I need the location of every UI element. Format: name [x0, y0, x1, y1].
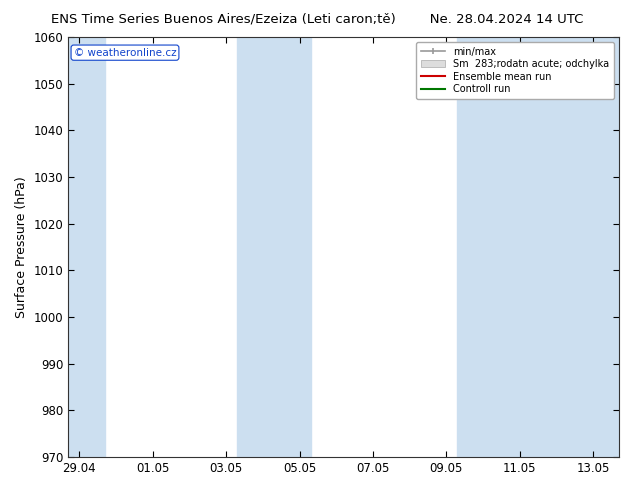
- Bar: [68, 37, 105, 457]
- Y-axis label: Surface Pressure (hPa): Surface Pressure (hPa): [15, 176, 28, 318]
- Text: ENS Time Series Buenos Aires/Ezeiza (Leti caron;tě)        Ne. 28.04.2024 14 UTC: ENS Time Series Buenos Aires/Ezeiza (Let…: [51, 12, 583, 25]
- Legend: min/max, Sm  283;rodatn acute; odchylka, Ensemble mean run, Controll run: min/max, Sm 283;rodatn acute; odchylka, …: [416, 42, 614, 99]
- Text: © weatheronline.cz: © weatheronline.cz: [74, 48, 176, 58]
- Bar: [237, 37, 311, 457]
- Bar: [457, 37, 619, 457]
